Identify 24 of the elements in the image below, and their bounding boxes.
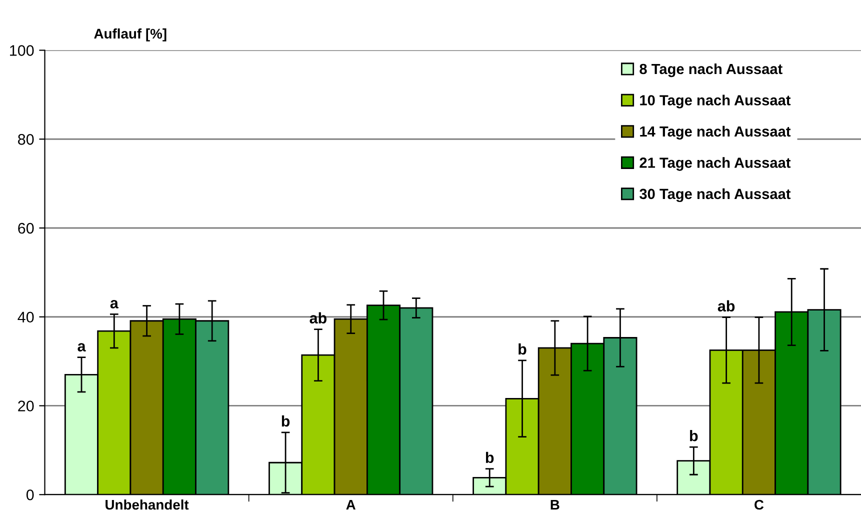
- legend-label: 30 Tage nach Aussaat: [640, 188, 791, 202]
- y-tick-label: 100: [10, 45, 34, 56]
- y-axis-title: Auflauf [%]: [94, 28, 166, 42]
- data-label: a: [78, 343, 86, 352]
- legend-label: 14 Tage nach Aussaat: [640, 126, 791, 140]
- y-tick-label: 20: [18, 400, 34, 412]
- data-label: b: [486, 452, 494, 464]
- y-tick-label: 80: [18, 134, 34, 145]
- legend-label: 10 Tage nach Aussaat: [640, 94, 791, 108]
- data-label: b: [690, 430, 698, 442]
- legend-label: 21 Tage nach Aussaat: [640, 157, 791, 171]
- legend-label: 8 Tage nach Aussaat: [640, 63, 782, 78]
- y-tick-label: 40: [18, 312, 34, 323]
- data-label: a: [110, 300, 118, 308]
- x-tick-label: B: [550, 500, 560, 510]
- data-label: ab: [310, 312, 326, 324]
- y-tick-label: 60: [18, 222, 34, 234]
- y-tick-label: 0: [26, 489, 34, 500]
- x-tick-label: A: [346, 500, 356, 510]
- data-label: ab: [718, 300, 735, 312]
- data-label: b: [518, 343, 526, 355]
- x-tick-label: Unbehandelt: [106, 499, 189, 510]
- data-label: b: [282, 415, 290, 427]
- x-tick-label: C: [754, 500, 764, 510]
